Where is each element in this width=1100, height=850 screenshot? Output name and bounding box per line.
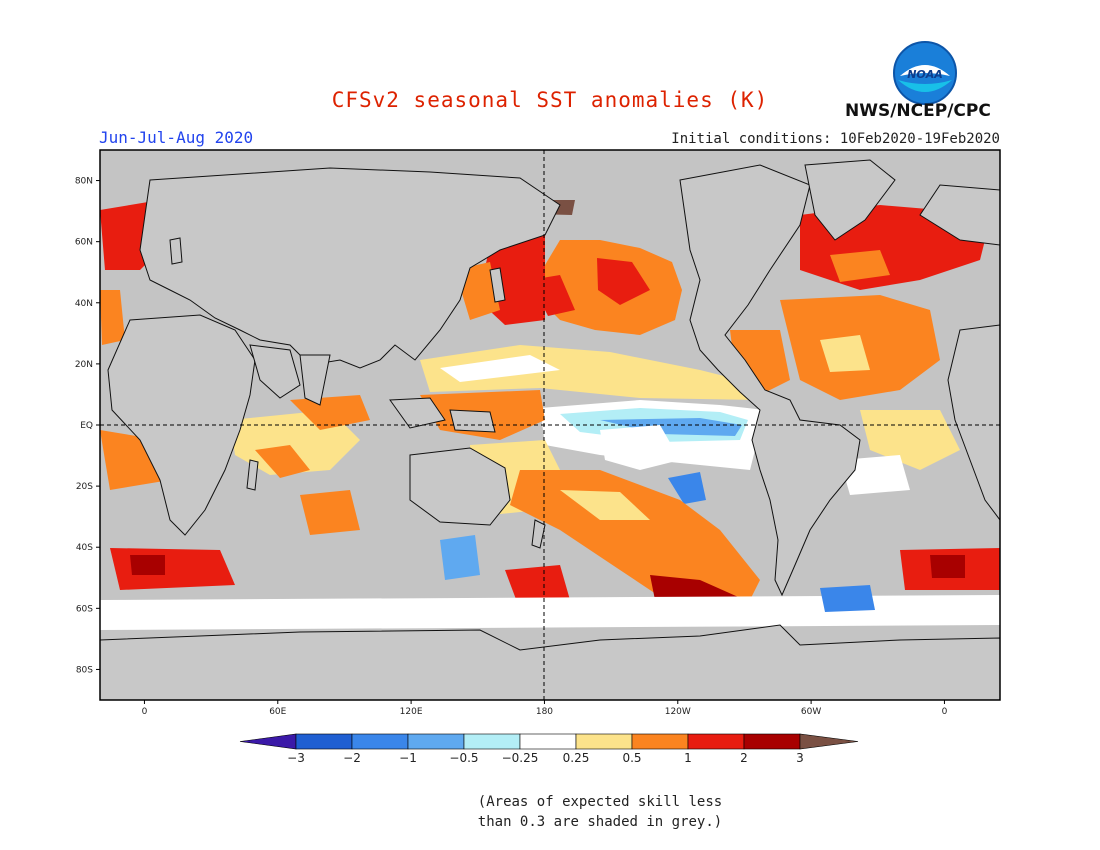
colorbar-tick-label: 1 [684, 751, 692, 765]
colorbar-tick-label: −0.5 [449, 751, 478, 765]
colorbar-segment [631, 733, 689, 750]
lat-tick-label: 20N [75, 360, 93, 370]
longitude-axis: 0 60E 120E 180 120W 60W 0 [142, 700, 948, 717]
colorbar-segment [295, 733, 353, 750]
skill-note: (Areas of expected skill less than 0.3 a… [0, 792, 1100, 832]
colorbar-segment [519, 733, 577, 750]
lat-tick-label: EQ [80, 421, 93, 431]
colorbar: −3 −2 −1 −0.5 −0.25 0.25 0.5 1 2 3 [239, 733, 859, 765]
colorbar-tick-label: −2 [343, 751, 361, 765]
lat-tick-label: 60S [76, 604, 93, 614]
skill-note-line1: (Areas of expected skill less [477, 794, 723, 810]
colorbar-tick-label: 3 [796, 751, 804, 765]
lon-tick-label: 60E [269, 707, 286, 717]
lon-tick-label: 0 [142, 707, 148, 717]
logo-text: NOAA [907, 68, 943, 81]
anomaly-patches [100, 170, 1000, 630]
colorbar-segment [743, 733, 801, 750]
lat-tick-label: 20S [76, 482, 93, 492]
colorbar-tick-label: 0.25 [563, 751, 590, 765]
chart-title: CFSv2 seasonal SST anomalies (K) [331, 88, 769, 112]
lat-tick-label: 80N [75, 177, 93, 187]
lon-tick-label: 120E [400, 707, 423, 717]
lon-tick-label: 0 [942, 707, 948, 717]
lat-tick-label: 80S [76, 665, 93, 675]
colorbar-tick-label: −3 [287, 751, 305, 765]
lon-tick-label: 120W [665, 707, 691, 717]
colorbar-low-extension [239, 733, 297, 750]
initial-conditions-label: Initial conditions: 10Feb2020-19Feb2020 [671, 131, 1000, 147]
agency-label: NWS/NCEP/CPC [845, 101, 991, 121]
noaa-logo-icon: NOAA [893, 41, 957, 105]
lon-tick-label: 180 [536, 707, 553, 717]
continents [100, 159, 1000, 700]
colorbar-tick-label: 0.5 [622, 751, 641, 765]
colorbar-segment [463, 733, 521, 750]
lat-tick-label: 60N [75, 238, 93, 248]
season-label: Jun-Jul-Aug 2020 [99, 128, 254, 147]
colorbar-tick-label: −1 [399, 751, 417, 765]
colorbar-segment [575, 733, 633, 750]
lat-tick-label: 40N [75, 299, 93, 309]
colorbar-segment [407, 733, 465, 750]
colorbar-high-extension [799, 733, 859, 750]
colorbar-segment [351, 733, 409, 750]
colorbar-segment [687, 733, 745, 750]
skill-note-line2: than 0.3 are shaded in grey.) [477, 814, 723, 830]
colorbar-tick-label: −0.25 [502, 751, 539, 765]
colorbar-tick-label: 2 [740, 751, 748, 765]
latitude-axis: 80N 60N 40N 20N EQ 20S 40S 60S 80S [75, 177, 100, 675]
lat-tick-label: 40S [76, 543, 93, 553]
lon-tick-label: 60W [801, 707, 821, 717]
